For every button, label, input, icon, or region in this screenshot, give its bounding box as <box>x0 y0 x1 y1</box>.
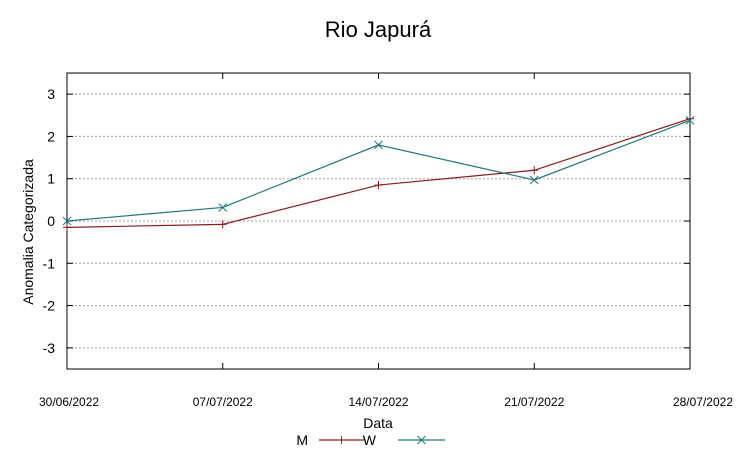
x-tick-label: 30/06/2022 <box>39 395 99 409</box>
data-point <box>529 175 539 185</box>
y-tick-label: 2 <box>47 128 55 144</box>
x-tick-label: 21/07/2022 <box>504 395 564 409</box>
data-point <box>218 203 228 212</box>
x-tick-label: 28/07/2022 <box>673 395 733 409</box>
x-tick-label: 07/07/2022 <box>193 395 253 409</box>
data-point <box>686 114 694 123</box>
data-point <box>62 216 72 226</box>
marker-stroke <box>62 216 72 226</box>
marker-stroke <box>218 203 228 212</box>
data-point <box>218 220 227 229</box>
data-point <box>374 140 383 150</box>
y-tick-label: 0 <box>47 213 55 229</box>
data-point <box>63 223 71 232</box>
legend-label: M <box>296 432 308 448</box>
legend-marker <box>337 436 346 444</box>
y-tick-label: -3 <box>43 340 56 356</box>
x-axis-ticks: 30/06/2022 07/07/2022 14/07/2022 21/07/2022… <box>39 73 733 409</box>
legend-label: W <box>363 432 377 448</box>
y-axis-label: Anomalia Categorizada <box>20 159 36 305</box>
series-group <box>62 114 695 232</box>
legend-item-w: W <box>363 432 445 448</box>
y-tick-label: 1 <box>47 171 55 187</box>
x-tick-label: 14/07/2022 <box>348 395 408 409</box>
y-tick-label: -2 <box>43 298 56 314</box>
marker-stroke <box>417 435 426 445</box>
series-line <box>66 119 691 222</box>
series-line <box>66 118 691 228</box>
legend-item-m: M <box>296 432 364 448</box>
data-point <box>685 116 695 125</box>
y-tick-label: -1 <box>43 255 56 271</box>
data-point <box>530 166 539 175</box>
series-m <box>63 114 694 232</box>
marker-stroke <box>685 116 695 125</box>
data-point <box>374 181 383 190</box>
series-w <box>62 116 695 226</box>
y-tick-label: 3 <box>47 86 55 102</box>
legend-marker <box>417 435 426 445</box>
grid-lines <box>67 93 690 349</box>
chart-title: Rio Japurá <box>325 17 432 42</box>
x-axis-label: Data <box>363 415 393 431</box>
marker-stroke <box>529 175 539 185</box>
marker-stroke <box>374 140 383 150</box>
